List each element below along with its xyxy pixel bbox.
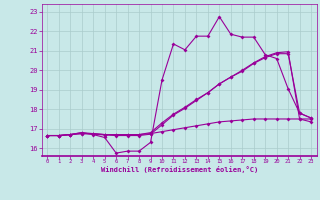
X-axis label: Windchill (Refroidissement éolien,°C): Windchill (Refroidissement éolien,°C) (100, 166, 258, 173)
